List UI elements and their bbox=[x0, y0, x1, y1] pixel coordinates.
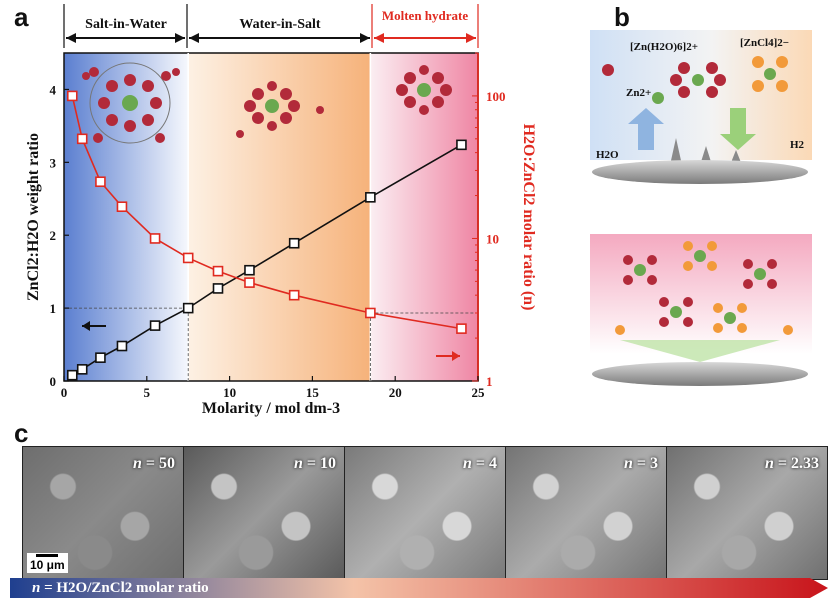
sem-image-3: n = 4 bbox=[344, 446, 506, 580]
panel-letter-c: c bbox=[14, 418, 29, 448]
sem-image-2: n = 10 bbox=[183, 446, 345, 580]
label-h2: H2 bbox=[790, 139, 805, 151]
dendrite-spikes-icon bbox=[670, 138, 742, 165]
molar-ratio-gradient-bar bbox=[10, 578, 828, 598]
x-tick-label: 10 bbox=[223, 385, 236, 400]
panel-letter-a: a bbox=[14, 2, 29, 32]
sem-image-5: n = 2.33 bbox=[666, 446, 828, 580]
region-label-salt-in-water: Salt-in-Water bbox=[85, 17, 167, 32]
y-tick-label-left: 2 bbox=[50, 228, 57, 243]
label-zn2: Zn2+ bbox=[626, 87, 651, 99]
sem-n-label: n = 50 bbox=[132, 455, 175, 472]
x-tick-label: 20 bbox=[389, 385, 402, 400]
data-point-left bbox=[76, 364, 88, 375]
sem-n-label: n = 4 bbox=[462, 455, 497, 472]
hydrated-zn-cluster-icon bbox=[670, 62, 726, 98]
data-point-left bbox=[365, 192, 376, 203]
data-point-left bbox=[212, 283, 224, 294]
data-point-right bbox=[149, 233, 161, 244]
y-tick-label-right: 100 bbox=[486, 89, 506, 104]
cluster-illustration-molten-hydrate bbox=[396, 65, 452, 115]
electrode-disc-bottom bbox=[592, 362, 808, 386]
data-point-left bbox=[456, 139, 467, 151]
molar-ratio-n: n bbox=[32, 580, 41, 596]
y-axis-label-right: H2O:ZnCl2 molar ratio (n) bbox=[520, 124, 537, 311]
x-tick-label: 15 bbox=[306, 385, 320, 400]
molar-ratio-definition: = H2O/ZnCl2 molar ratio bbox=[40, 580, 209, 596]
data-point-left bbox=[66, 369, 78, 381]
label-zncl4-complex: [ZnCl4]2− bbox=[740, 37, 789, 49]
y-tick-label-left: 1 bbox=[50, 301, 57, 316]
data-point-left bbox=[244, 264, 255, 276]
data-point-right bbox=[244, 277, 255, 288]
panel-a-chart: Salt-in-Water Water-in-Salt Molten hydra… bbox=[25, 4, 537, 417]
cluster-illustration-salt-in-water bbox=[82, 62, 180, 144]
zncl4-cluster-icon bbox=[752, 56, 788, 92]
region-label-molten-hydrate: Molten hydrate bbox=[382, 8, 469, 23]
electrode-disc-top bbox=[592, 160, 808, 184]
data-point-right bbox=[66, 90, 78, 102]
downward-arrow-icon bbox=[720, 108, 756, 150]
y-tick-label-right: 1 bbox=[486, 374, 493, 389]
data-point-left bbox=[95, 352, 106, 363]
x-tick-label: 5 bbox=[144, 385, 151, 400]
deposition-arrow-icon bbox=[620, 340, 780, 362]
sem-n-label: n = 3 bbox=[623, 455, 658, 472]
label-h2o: H2O bbox=[596, 149, 619, 161]
molten-hydrate-cluster-icons bbox=[615, 241, 793, 335]
y-tick-label-right: 10 bbox=[486, 231, 499, 246]
data-point-right bbox=[212, 265, 224, 277]
data-point-right bbox=[456, 323, 467, 334]
data-point-left bbox=[288, 237, 300, 249]
data-point-right bbox=[95, 176, 106, 188]
region-water-in-salt-bg bbox=[188, 53, 371, 381]
water-molecule-icon bbox=[602, 64, 614, 76]
molar-ratio-caption: n = H2O/ZnCl2 molar ratio bbox=[32, 580, 209, 597]
y-tick-label-left: 4 bbox=[50, 82, 57, 97]
sem-image-4: n = 3 bbox=[505, 446, 667, 580]
sem-n-label: n = 10 bbox=[293, 455, 336, 472]
panel-b-schematic: [Zn(H2O)6]2+ [ZnCl4]2− Zn2+ H2O H2 bbox=[590, 30, 812, 386]
data-point-right bbox=[116, 201, 128, 213]
y-axis-label-left: ZnCl2:H2O weight ratio bbox=[25, 133, 42, 301]
sem-image-1: n = 50 10 μm bbox=[22, 446, 184, 580]
data-point-left bbox=[116, 340, 128, 352]
data-point-left bbox=[182, 302, 194, 314]
data-point-right bbox=[288, 289, 300, 301]
x-tick-label: 0 bbox=[61, 385, 68, 400]
upward-arrow-icon bbox=[628, 108, 664, 150]
x-tick-label: 25 bbox=[472, 385, 486, 400]
zn-ion-icon bbox=[652, 92, 664, 104]
panel-letter-b: b bbox=[614, 2, 630, 32]
data-point-right bbox=[365, 307, 376, 319]
x-axis-label: Molarity / mol dm-3 bbox=[202, 400, 340, 417]
y-tick-label-left: 0 bbox=[50, 374, 57, 389]
label-zn-h2o6-complex: [Zn(H2O)6]2+ bbox=[630, 41, 698, 53]
cluster-illustration-water-in-salt bbox=[236, 81, 324, 138]
scale-bar: 10 μm bbox=[27, 553, 68, 573]
region-label-water-in-salt: Water-in-Salt bbox=[239, 17, 320, 32]
scene-top-background bbox=[590, 30, 812, 160]
sem-n-label: n = 2.33 bbox=[764, 455, 819, 472]
y-tick-label-left: 3 bbox=[50, 155, 57, 170]
data-point-left bbox=[149, 320, 161, 331]
data-point-right bbox=[76, 133, 88, 145]
data-point-right bbox=[182, 252, 194, 264]
